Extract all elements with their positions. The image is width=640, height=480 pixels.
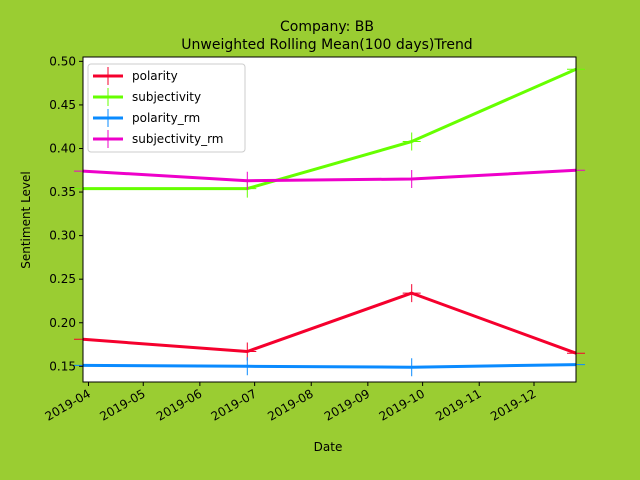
legend-label-polarity: polarity [132,69,178,83]
series-line-subjectivity_rm [82,168,577,183]
legend-label-polarity_rm: polarity_rm [132,111,200,125]
chart-title-line2: Unweighted Rolling Mean(100 days)Trend [181,37,472,53]
x-axis-label: Date [314,440,343,454]
legend-box [87,63,246,153]
series-line-polarity [82,291,577,355]
legend-label-subjectivity_rm: subjectivity_rm [132,132,223,146]
data-point-polarity_rm-2 [402,358,421,377]
y-axis-label: Sentiment Level [19,171,33,269]
legend-marker-subjectivity_rm [99,130,117,148]
x-tick-label: 2019-10 [377,386,427,423]
legend-marker-polarity [99,67,117,85]
x-tick-label: 2019-12 [488,386,538,423]
y-tick-label: 0.50 [49,54,76,68]
data-point-subjectivity_rm-1 [238,171,257,190]
x-tick-label: 2019-07 [209,386,259,423]
series-line-subjectivity [83,67,577,191]
x-tick-label: 2019-09 [322,386,372,423]
chart-title-line1: Company: BB [280,19,374,35]
x-tick-label: 2019-11 [433,386,483,423]
y-tick-label: 0.30 [49,229,76,243]
legend: polarity subjectivity polarity_rm subjectiv… [87,63,246,153]
x-tick-label: 2019-05 [97,386,147,423]
legend-label-subjectivity: subjectivity [132,90,201,104]
y-tick-label: 0.40 [49,141,76,155]
y-axis: 0.15 0.20 0.25 0.30 0.35 0.40 0.45 0.50 [49,54,83,373]
series-line-polarity_rm [82,363,577,369]
data-point-subjectivity-2 [402,132,421,151]
y-tick-label: 0.15 [49,359,76,373]
x-tick-label: 2019-06 [154,386,204,423]
x-tick-label: 2019-08 [265,386,315,423]
data-point-polarity-2 [402,284,421,303]
x-tick-label: 2019-04 [43,386,93,423]
y-tick-label: 0.20 [49,316,76,330]
legend-marker-polarity_rm [99,109,117,127]
legend-marker-subjectivity [99,88,117,106]
y-tick-label: 0.25 [49,272,76,286]
y-tick-label: 0.45 [49,98,76,112]
data-point-polarity_rm-1 [238,357,257,376]
plot-frame [82,56,577,383]
y-tick-label: 0.35 [49,185,76,199]
x-axis: 2019-04 2019-05 2019-06 2019-07 2019-08 2019-… [43,382,539,424]
data-point-subjectivity_rm-2 [402,170,421,188]
